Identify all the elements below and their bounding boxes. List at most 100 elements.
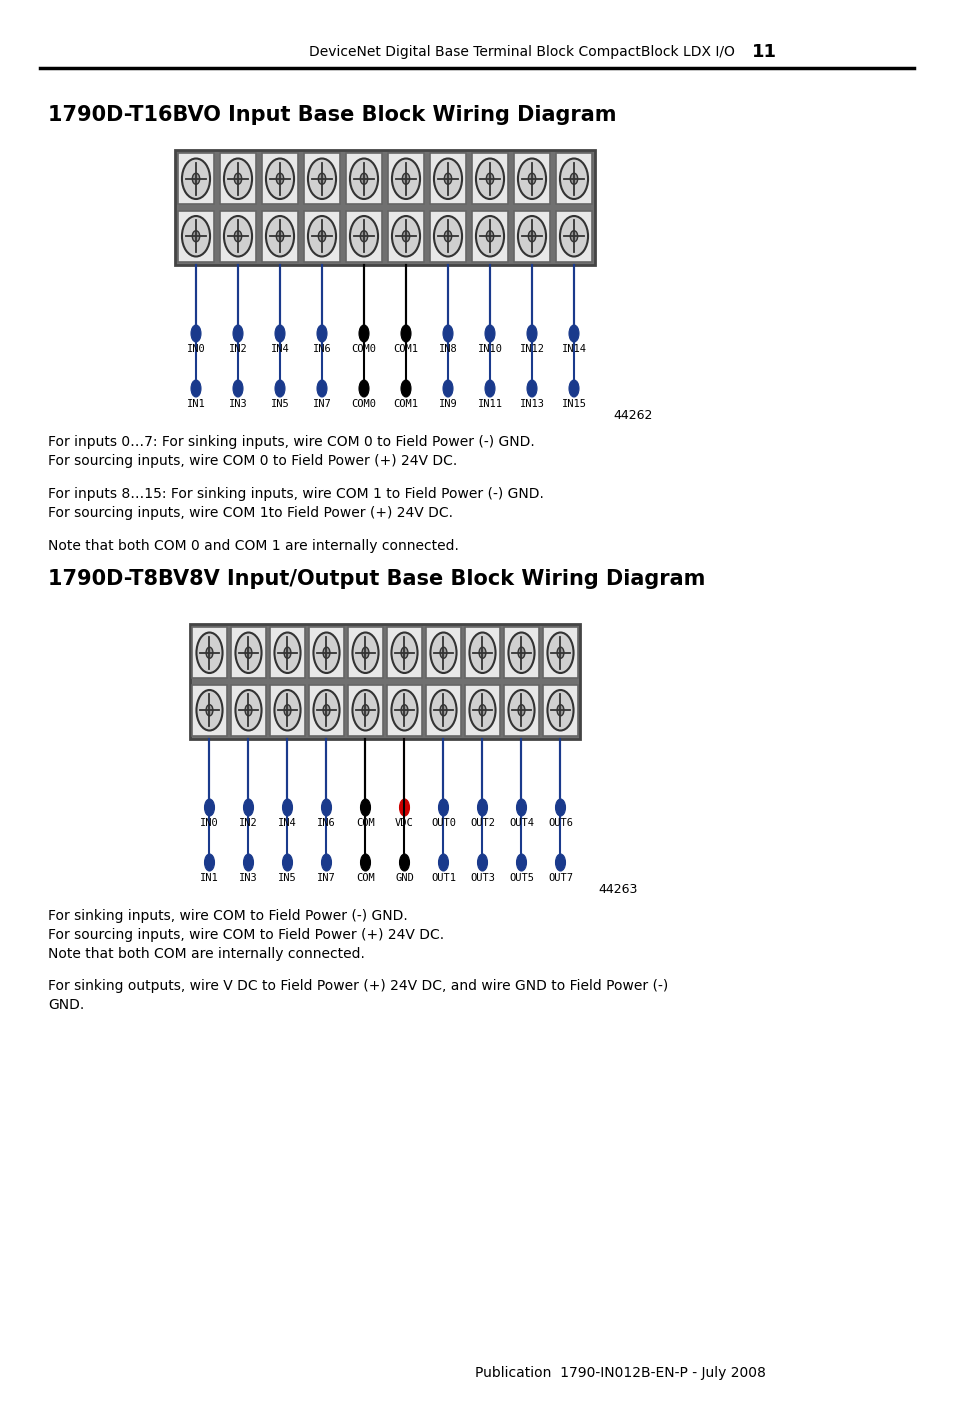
Ellipse shape	[352, 690, 378, 731]
Ellipse shape	[570, 231, 578, 242]
Ellipse shape	[321, 853, 331, 870]
Ellipse shape	[442, 325, 453, 342]
Ellipse shape	[182, 159, 210, 200]
Ellipse shape	[243, 853, 253, 870]
Text: IN3: IN3	[229, 399, 247, 409]
Text: 1790D-T8BV8V Input/Output Base Block Wiring Diagram: 1790D-T8BV8V Input/Output Base Block Wir…	[48, 569, 704, 589]
Text: For sourcing inputs, wire COM to Field Power (+) 24V DC.: For sourcing inputs, wire COM to Field P…	[48, 928, 444, 942]
Bar	[513, 211, 550, 262]
Ellipse shape	[360, 173, 367, 184]
Ellipse shape	[233, 380, 243, 396]
Ellipse shape	[360, 799, 370, 815]
Bar	[345, 211, 382, 262]
Text: IN9: IN9	[438, 399, 456, 409]
Bar	[177, 153, 214, 204]
Text: COM1: COM1	[393, 344, 418, 354]
Ellipse shape	[308, 159, 335, 200]
Ellipse shape	[477, 799, 487, 815]
Ellipse shape	[314, 633, 339, 673]
Text: COM: COM	[355, 873, 375, 883]
Bar	[219, 211, 256, 262]
Text: GND.: GND.	[48, 998, 84, 1012]
Ellipse shape	[400, 380, 411, 396]
Text: VDC: VDC	[395, 818, 414, 828]
Ellipse shape	[235, 690, 261, 731]
Text: Publication  1790-IN012B-EN-P - July 2008: Publication 1790-IN012B-EN-P - July 2008	[474, 1367, 764, 1381]
Ellipse shape	[568, 380, 578, 396]
Bar	[303, 211, 340, 262]
Ellipse shape	[402, 173, 409, 184]
Ellipse shape	[284, 704, 291, 716]
Ellipse shape	[399, 853, 409, 870]
Text: IN6: IN6	[313, 344, 331, 354]
Ellipse shape	[439, 704, 446, 716]
Text: OUT0: OUT0	[431, 818, 456, 828]
Bar	[177, 211, 214, 262]
Ellipse shape	[442, 380, 453, 396]
Text: COM0: COM0	[351, 399, 376, 409]
Ellipse shape	[469, 690, 495, 731]
Ellipse shape	[321, 799, 331, 815]
Bar	[348, 685, 382, 735]
Ellipse shape	[233, 325, 243, 342]
Ellipse shape	[274, 325, 285, 342]
Ellipse shape	[235, 633, 261, 673]
Text: COM1: COM1	[393, 399, 418, 409]
Bar	[270, 685, 304, 735]
Bar	[309, 685, 343, 735]
Text: For inputs 8…15: For sinking inputs, wire COM 1 to Field Power (-) GND.: For inputs 8…15: For sinking inputs, wir…	[48, 486, 543, 501]
Ellipse shape	[266, 159, 294, 200]
Ellipse shape	[477, 853, 487, 870]
Bar	[504, 627, 538, 678]
Ellipse shape	[274, 690, 300, 731]
Ellipse shape	[547, 633, 573, 673]
Ellipse shape	[568, 325, 578, 342]
Text: OUT3: OUT3	[470, 873, 495, 883]
Ellipse shape	[245, 704, 252, 716]
Text: IN8: IN8	[438, 344, 456, 354]
Text: 44262: 44262	[613, 409, 652, 422]
Ellipse shape	[234, 231, 241, 242]
Ellipse shape	[274, 633, 300, 673]
Ellipse shape	[316, 325, 327, 342]
Text: IN6: IN6	[316, 818, 335, 828]
Ellipse shape	[392, 159, 419, 200]
Ellipse shape	[245, 647, 252, 658]
Text: OUT5: OUT5	[509, 873, 534, 883]
Ellipse shape	[555, 799, 565, 815]
Bar	[426, 685, 460, 735]
Bar	[429, 153, 466, 204]
Text: OUT4: OUT4	[509, 818, 534, 828]
Ellipse shape	[559, 217, 587, 256]
Text: 11: 11	[751, 44, 776, 60]
Bar	[543, 627, 578, 678]
Ellipse shape	[274, 380, 285, 396]
Ellipse shape	[224, 159, 252, 200]
Ellipse shape	[438, 799, 448, 815]
Bar	[303, 153, 340, 204]
Ellipse shape	[204, 799, 214, 815]
Ellipse shape	[399, 799, 409, 815]
Ellipse shape	[517, 217, 545, 256]
Ellipse shape	[517, 704, 524, 716]
Ellipse shape	[352, 633, 378, 673]
Bar	[231, 627, 265, 678]
Ellipse shape	[528, 173, 536, 184]
Ellipse shape	[191, 380, 201, 396]
Bar	[471, 211, 508, 262]
Ellipse shape	[362, 704, 369, 716]
Text: COM0: COM0	[351, 344, 376, 354]
Ellipse shape	[358, 380, 369, 396]
Ellipse shape	[318, 173, 325, 184]
Ellipse shape	[484, 380, 495, 396]
Ellipse shape	[547, 690, 573, 731]
Text: IN5: IN5	[271, 399, 289, 409]
Ellipse shape	[517, 159, 545, 200]
Ellipse shape	[316, 380, 327, 396]
Text: IN13: IN13	[519, 399, 544, 409]
Text: IN0: IN0	[187, 344, 205, 354]
Ellipse shape	[206, 647, 213, 658]
Ellipse shape	[516, 799, 526, 815]
Bar	[193, 627, 227, 678]
Bar	[261, 153, 298, 204]
